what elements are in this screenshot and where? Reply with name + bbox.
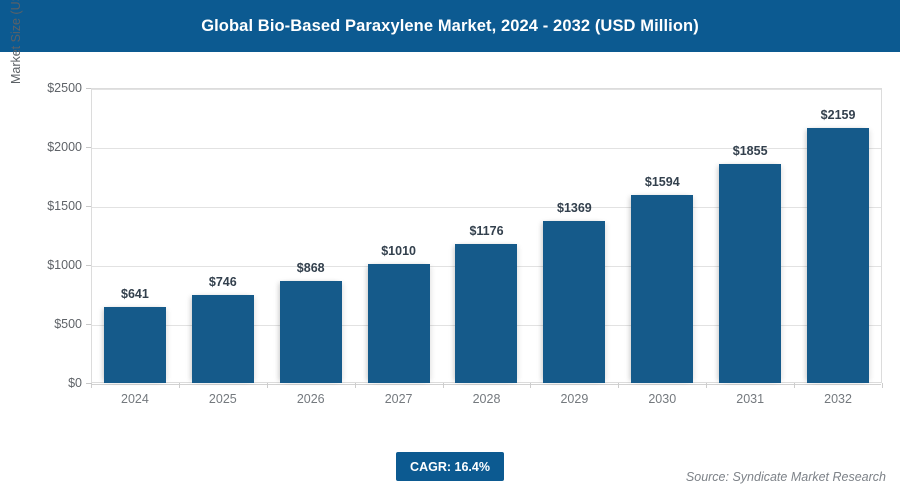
gridline [92,207,881,208]
bar-group: $1594 [618,88,706,383]
x-axis-tick-mark [794,383,796,388]
y-axis-tick-label: $1500 [47,199,82,213]
bar-group: $1855 [706,88,794,383]
x-axis-tick-label: 2026 [296,392,325,406]
y-axis-tick-mark [86,324,91,325]
x-axis-tick-label: 2032 [824,392,852,406]
bar-value-label: $746 [208,274,237,289]
x-axis-tick-label: 2025 [208,392,237,406]
gridline [92,148,881,149]
source-attribution: Source: Syndicate Market Research [685,470,886,484]
bar-group: $1010 [355,88,443,383]
bar-group: $1176 [443,88,531,383]
bar-value-label: $641 [121,287,149,302]
bar[interactable] [455,244,518,383]
bar-value-label: $1369 [556,201,592,216]
y-axis-tick-mark [86,383,91,384]
bar-value-label: $1010 [381,243,416,258]
bar-group: $868 [267,88,355,383]
bar[interactable] [103,307,166,383]
y-axis-tick-label: $0 [68,376,82,390]
x-axis-tick-label: 2027 [384,392,413,406]
bar-group: $641 [91,88,179,383]
y-axis-tick-mark [86,265,91,266]
gridline [92,89,881,90]
x-axis-tick-mark [442,383,444,388]
x-axis-tick-mark [530,383,532,388]
bar[interactable] [367,263,430,383]
y-axis-title: Market Size (USD Million) [9,0,23,85]
page-title: Global Bio-Based Paraxylene Market, 2024… [201,16,699,35]
bar[interactable] [543,221,606,383]
x-axis-tick-label: 2028 [472,392,501,406]
bar-group: $746 [179,88,267,383]
x-axis-tick-mark [91,383,92,388]
chart-header-bar: Global Bio-Based Paraxylene Market, 2024… [0,0,900,52]
x-axis-tick-mark [266,383,268,388]
bar-value-label: $1176 [469,224,504,239]
y-axis-tick-label: $2000 [47,140,82,154]
bar-value-label: $868 [296,260,325,275]
x-axis-tick-mark [618,383,620,388]
x-axis-tick-label: 2031 [736,392,765,406]
y-axis-tick-mark [86,88,91,89]
bar[interactable] [631,194,694,383]
bar-value-label: $1855 [732,144,768,159]
y-axis-tick-label: $1000 [47,258,82,272]
bar-group: $1369 [530,88,618,383]
x-axis-tick-label: 2029 [560,392,589,406]
y-axis-tick-mark [86,206,91,207]
x-axis-tick-label: 2030 [648,392,677,406]
bar-group: $2159 [794,88,882,383]
bar-value-label: $2159 [820,108,856,123]
bar[interactable] [191,294,254,383]
bars-layer: $641 $746 $868 $1010 $1176 $1369 $1594 $1855 $21… [91,88,882,383]
x-axis-tick-label: 2024 [121,392,149,406]
x-axis-tick-mark [354,383,356,388]
bar[interactable] [279,280,342,383]
bar-value-label: $1594 [644,174,680,189]
x-axis-tick-mark [882,383,883,388]
y-axis-tick-label: $2500 [47,81,82,95]
bar[interactable] [719,164,782,383]
gridline [92,384,881,385]
y-axis-tick-mark [86,147,91,148]
y-axis-tick-label: $500 [54,317,82,331]
x-axis-tick-mark [178,383,180,388]
cagr-badge: CAGR: 16.4% [396,452,504,481]
bar[interactable] [807,128,870,383]
x-axis-tick-mark [706,383,708,388]
